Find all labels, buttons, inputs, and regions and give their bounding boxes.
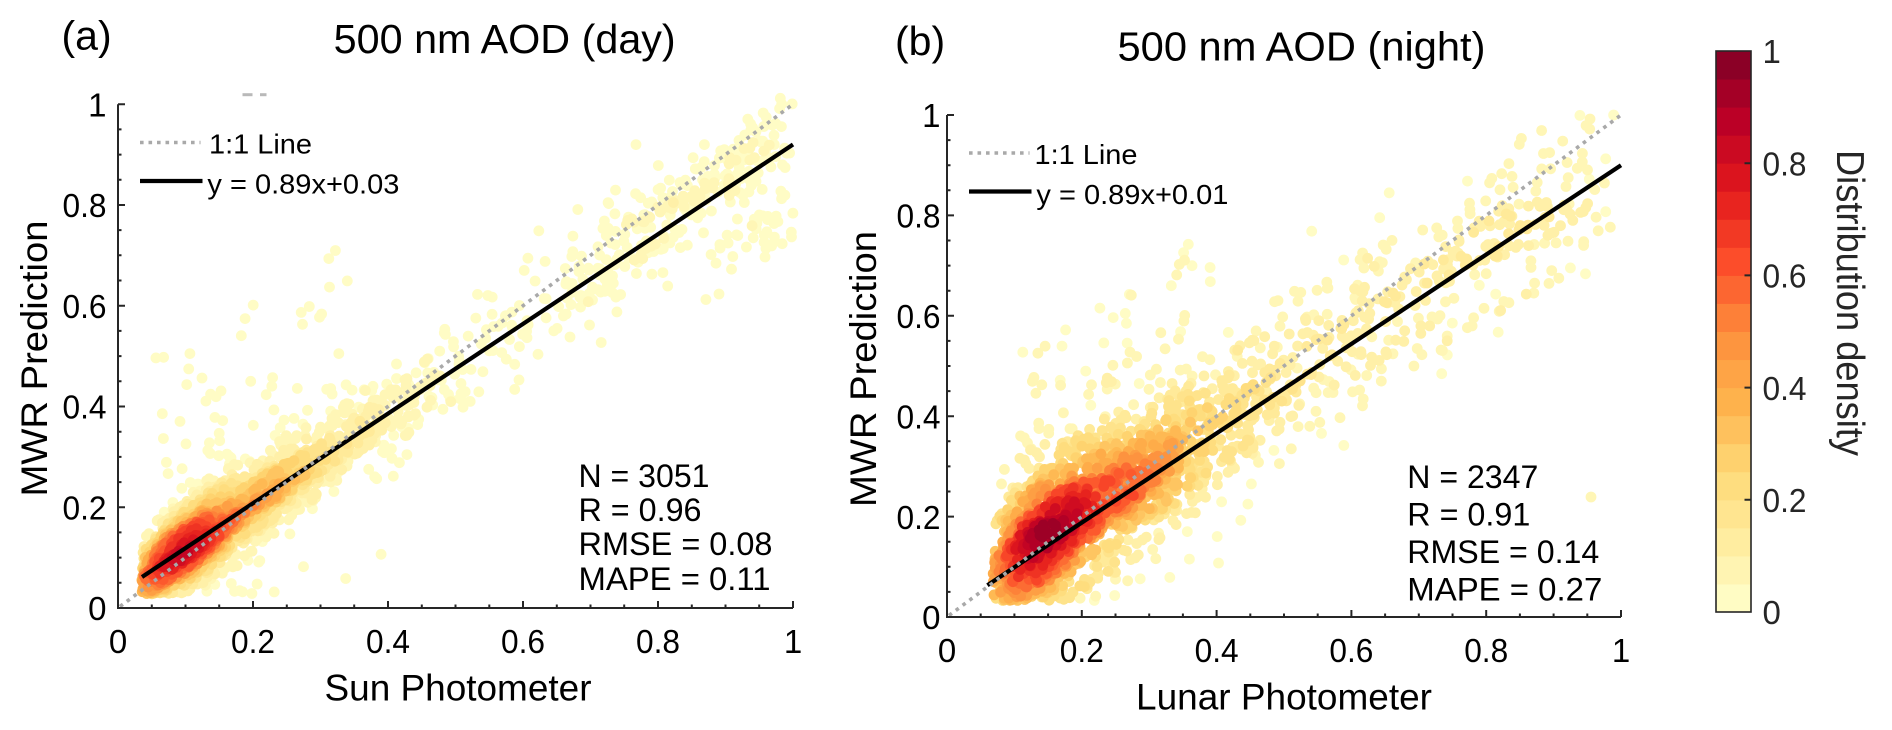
svg-text:1:1 Line: 1:1 Line	[209, 129, 312, 160]
svg-text:1: 1	[1763, 33, 1781, 70]
svg-text:0.2: 0.2	[63, 489, 107, 526]
svg-text:1: 1	[88, 86, 106, 123]
svg-text:y = 0.89x+0.01: y = 0.89x+0.01	[1036, 179, 1228, 210]
svg-text:R = 0.91: R = 0.91	[1407, 497, 1530, 533]
svg-text:0: 0	[109, 623, 127, 660]
svg-text:0.2: 0.2	[231, 623, 275, 660]
svg-text:0.6: 0.6	[1763, 258, 1807, 295]
svg-text:0: 0	[938, 632, 956, 669]
svg-text:MWR Prediction: MWR Prediction	[13, 221, 55, 497]
svg-text:(b): (b)	[895, 18, 945, 64]
svg-text:(a): (a)	[62, 13, 112, 59]
svg-text:Sun Photometer: Sun Photometer	[325, 667, 592, 709]
svg-text:N = 2347: N = 2347	[1407, 459, 1538, 495]
svg-text:0.4: 0.4	[63, 389, 107, 426]
svg-text:0.2: 0.2	[1060, 632, 1104, 669]
svg-text:N = 3051: N = 3051	[579, 458, 710, 494]
svg-text:RMSE = 0.14: RMSE = 0.14	[1407, 534, 1599, 570]
svg-text:0.8: 0.8	[897, 198, 941, 235]
svg-text:1: 1	[784, 623, 802, 660]
svg-text:0.6: 0.6	[501, 623, 545, 660]
svg-text:0.2: 0.2	[1763, 482, 1807, 519]
svg-text:0: 0	[1763, 594, 1781, 631]
svg-text:0.2: 0.2	[897, 499, 941, 536]
svg-text:0.4: 0.4	[366, 623, 410, 660]
svg-text:y = 0.89x+0.03: y = 0.89x+0.03	[207, 169, 399, 200]
svg-text:R = 0.96: R = 0.96	[579, 492, 702, 528]
svg-text:1: 1	[1612, 632, 1630, 669]
svg-text:0.8: 0.8	[1763, 145, 1807, 182]
svg-text:0.8: 0.8	[636, 623, 680, 660]
svg-text:Lunar Photometer: Lunar Photometer	[1136, 676, 1432, 718]
svg-text:500 nm AOD (day): 500 nm AOD (day)	[334, 16, 676, 62]
svg-text:0: 0	[922, 599, 940, 636]
svg-text:Distribution density: Distribution density	[1828, 150, 1871, 456]
svg-text:1:1 Line: 1:1 Line	[1035, 139, 1138, 170]
svg-text:MWR Prediction: MWR Prediction	[842, 231, 884, 507]
svg-text:0.6: 0.6	[63, 288, 107, 325]
svg-text:0.4: 0.4	[1763, 370, 1807, 407]
svg-text:MAPE = 0.11: MAPE = 0.11	[579, 561, 771, 597]
svg-text:0.8: 0.8	[63, 187, 107, 224]
svg-text:0.4: 0.4	[897, 398, 941, 435]
svg-text:0: 0	[88, 590, 106, 627]
svg-text:0.8: 0.8	[1464, 632, 1508, 669]
svg-text:0.6: 0.6	[1329, 632, 1373, 669]
svg-text:0.4: 0.4	[1195, 632, 1239, 669]
svg-text:500 nm AOD (night): 500 nm AOD (night)	[1118, 24, 1486, 70]
svg-text:1: 1	[922, 97, 940, 134]
svg-text:MAPE = 0.27: MAPE = 0.27	[1407, 572, 1602, 608]
svg-text:RMSE = 0.08: RMSE = 0.08	[579, 526, 773, 562]
svg-text:0.6: 0.6	[897, 298, 941, 335]
